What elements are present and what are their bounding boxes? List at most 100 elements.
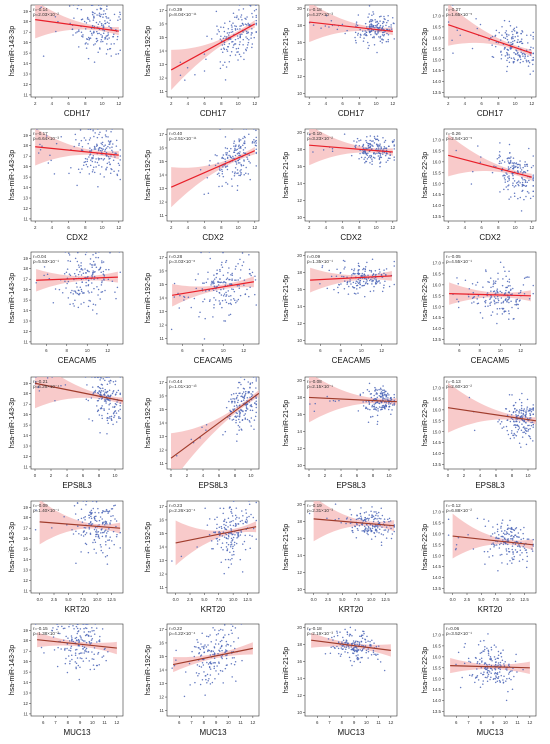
data-point — [89, 258, 92, 260]
data-point — [60, 136, 62, 138]
data-point — [503, 48, 506, 50]
data-point — [377, 653, 379, 656]
data-point — [523, 277, 526, 279]
data-point — [228, 535, 230, 538]
data-point — [496, 680, 499, 683]
data-point — [524, 181, 527, 183]
data-point — [95, 627, 98, 629]
data-point — [490, 286, 492, 289]
data-point — [113, 411, 115, 414]
data-point — [76, 627, 79, 630]
data-point — [519, 549, 522, 552]
data-point — [212, 281, 214, 284]
data-point — [513, 30, 516, 32]
data-point — [238, 154, 240, 157]
data-point — [92, 254, 94, 256]
data-point — [359, 393, 362, 396]
data-point — [370, 23, 372, 26]
data-point — [228, 60, 231, 63]
regression-line — [37, 639, 117, 649]
data-point — [497, 301, 499, 304]
data-point — [342, 645, 344, 647]
y-tick-label: 16.0 — [432, 654, 441, 659]
x-tick-label: 9 — [492, 720, 495, 725]
data-point — [356, 527, 359, 530]
data-point — [108, 377, 111, 378]
data-point — [471, 283, 474, 285]
data-point — [52, 636, 55, 638]
data-point — [483, 648, 486, 651]
data-point — [383, 520, 385, 523]
data-point — [367, 648, 369, 650]
data-point — [90, 264, 93, 266]
data-point — [518, 412, 520, 414]
data-point — [326, 395, 328, 398]
data-point — [377, 145, 379, 148]
data-point — [225, 533, 228, 536]
data-point — [94, 541, 97, 544]
y-tick-label: 14.0 — [432, 326, 441, 331]
data-point — [455, 663, 457, 666]
data-point — [355, 144, 357, 147]
data-point — [483, 671, 485, 673]
data-point — [86, 269, 89, 272]
data-point — [113, 13, 116, 16]
data-point — [381, 405, 384, 407]
data-point — [225, 521, 228, 524]
data-point — [236, 394, 239, 397]
data-point — [98, 133, 100, 136]
data-point — [508, 278, 511, 281]
data-point — [516, 545, 519, 548]
r-value-label: r=0.04 — [33, 254, 47, 259]
data-point — [84, 516, 86, 518]
data-point — [79, 171, 81, 174]
data-point — [68, 649, 70, 652]
data-point — [219, 129, 221, 131]
data-point — [114, 405, 116, 408]
x-tick-label: 12.5 — [520, 597, 529, 602]
y-axis-label: hsa-miR-21-5p — [283, 400, 290, 446]
y-tick-label: 11 — [23, 339, 28, 344]
data-point — [363, 34, 365, 36]
y-tick-label: 12 — [159, 76, 164, 81]
data-point — [514, 36, 516, 38]
data-point — [495, 675, 497, 677]
data-point — [110, 519, 112, 522]
data-point — [532, 47, 534, 49]
data-point — [227, 644, 230, 646]
data-point — [230, 295, 232, 297]
data-point — [511, 528, 514, 531]
data-point — [247, 41, 250, 44]
data-point — [455, 543, 458, 546]
data-point — [230, 544, 232, 546]
data-point — [245, 518, 248, 520]
data-point — [528, 424, 530, 427]
data-point — [236, 300, 238, 302]
data-point — [91, 309, 94, 311]
confidence-band — [37, 632, 117, 655]
data-point — [493, 296, 496, 298]
data-point — [524, 57, 526, 59]
data-point — [508, 551, 511, 553]
data-point — [105, 543, 107, 546]
data-point — [368, 30, 371, 33]
data-point — [248, 420, 251, 422]
data-point — [226, 156, 229, 159]
y-tick-label: 15.5 — [432, 542, 441, 547]
data-point — [90, 509, 93, 512]
data-point — [50, 159, 52, 162]
data-point — [248, 272, 251, 275]
data-point — [87, 634, 90, 637]
data-point — [215, 10, 218, 13]
data-point — [230, 178, 233, 180]
data-point — [368, 26, 371, 28]
data-point — [233, 553, 235, 556]
data-point — [238, 174, 240, 177]
data-point — [251, 394, 254, 396]
data-point — [236, 28, 239, 30]
data-point — [365, 518, 368, 520]
data-point — [239, 558, 242, 561]
data-point — [107, 136, 109, 138]
data-point — [505, 172, 507, 174]
data-point — [89, 20, 91, 22]
